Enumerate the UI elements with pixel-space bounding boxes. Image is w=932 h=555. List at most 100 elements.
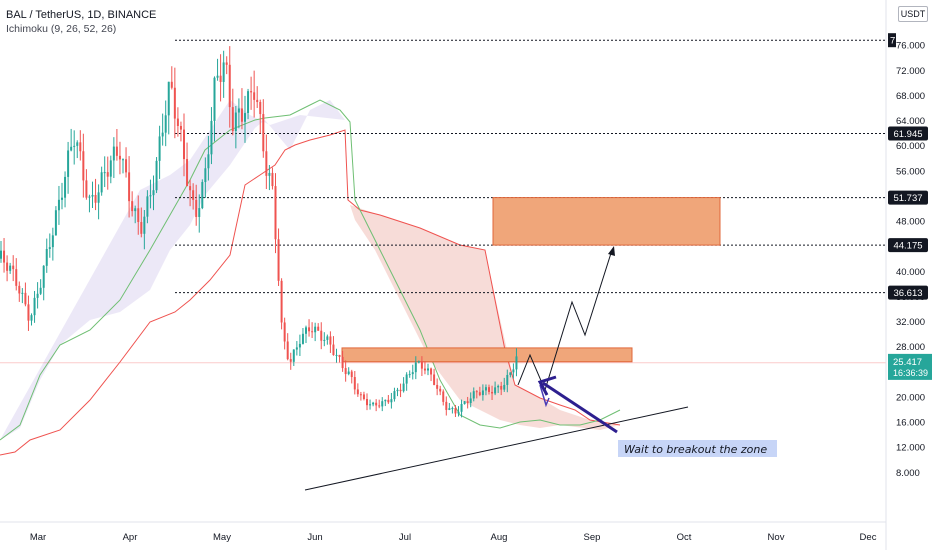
- candle: [491, 385, 494, 401]
- candle: [170, 66, 173, 90]
- y-tick-label: 76.000: [896, 41, 925, 52]
- candle-body: [268, 172, 271, 176]
- candle: [390, 392, 393, 409]
- candle-body: [155, 160, 158, 191]
- candle: [228, 46, 231, 128]
- pointer-arrowhead: [537, 375, 557, 396]
- y-tick-label: 28.000: [896, 342, 925, 353]
- candle: [167, 81, 170, 135]
- zones: [341, 197, 721, 363]
- candle: [436, 378, 439, 396]
- candle: [198, 194, 201, 233]
- candle: [369, 399, 372, 410]
- candle-body: [125, 159, 128, 173]
- candle-body: [164, 115, 167, 133]
- candle-body: [466, 401, 469, 404]
- projection-arrowhead: [608, 246, 615, 256]
- candle: [402, 377, 405, 393]
- level-tag-4-bg: [888, 285, 928, 300]
- candle: [164, 100, 167, 147]
- candle-body: [439, 388, 442, 392]
- trendline-support[interactable]: [304, 406, 689, 491]
- candle-body: [503, 384, 506, 390]
- candle: [140, 207, 143, 238]
- candle-body: [6, 262, 9, 271]
- candle: [137, 195, 140, 235]
- x-tick-label: Apr: [123, 532, 138, 543]
- candle: [70, 128, 73, 152]
- candle: [457, 406, 460, 417]
- level-tag-2-label: 51.737: [893, 193, 922, 204]
- candle-body: [457, 411, 460, 414]
- candle: [475, 390, 478, 399]
- breakout-zone[interactable]: [341, 347, 633, 363]
- candle: [494, 381, 497, 396]
- candle-body: [85, 180, 88, 198]
- pointer-arrow[interactable]: [542, 381, 618, 434]
- candle-body: [265, 151, 268, 176]
- candle-body: [210, 120, 213, 155]
- candle: [122, 158, 124, 174]
- candle-body: [244, 113, 246, 122]
- candle-body: [100, 172, 103, 193]
- candle-body: [219, 75, 222, 82]
- candle-body: [228, 64, 231, 108]
- candle-body: [311, 331, 314, 333]
- candle: [427, 363, 429, 376]
- candle-body: [417, 361, 420, 363]
- candle: [362, 391, 365, 401]
- candle-body: [204, 168, 207, 183]
- candle: [189, 179, 192, 207]
- note-text: Wait to breakout the zone: [624, 443, 767, 456]
- candle: [430, 367, 433, 382]
- y-tick-label: 72.000: [896, 66, 925, 77]
- cloud-red-area: [350, 205, 620, 430]
- candle: [103, 156, 106, 188]
- candle: [338, 354, 341, 363]
- level-tag-3: 44.175: [888, 238, 928, 253]
- projection-path[interactable]: [517, 249, 613, 392]
- candle-body: [3, 250, 6, 263]
- candle: [91, 181, 94, 209]
- candle-body: [137, 208, 140, 222]
- current-price-tag-bg: [888, 353, 932, 380]
- candle: [320, 322, 323, 350]
- candle-body: [317, 326, 320, 331]
- candle-body: [484, 387, 487, 391]
- level-tag-top-bg: [888, 33, 896, 48]
- target-zone[interactable]: [492, 197, 721, 246]
- candle: [3, 238, 6, 273]
- candle: [125, 147, 128, 178]
- x-tick-label: Dec: [860, 532, 877, 543]
- candle: [57, 185, 60, 225]
- symbol-title[interactable]: BAL / TetherUS, 1D, BINANCE: [6, 9, 157, 21]
- candle-body: [326, 336, 329, 340]
- candle-body: [247, 91, 250, 114]
- candle: [375, 399, 378, 412]
- level-tag-2: 51.737: [888, 190, 928, 205]
- candle: [240, 88, 243, 130]
- candle: [515, 348, 518, 377]
- candle-body: [186, 159, 189, 187]
- candle: [481, 384, 484, 401]
- candle: [298, 334, 301, 357]
- candle-body: [430, 368, 433, 375]
- candle-body: [329, 336, 332, 345]
- note-box[interactable]: [618, 440, 777, 457]
- indicator-label[interactable]: Ichimoku (9, 26, 52, 26): [6, 23, 117, 35]
- current-price-label: 25.417: [893, 357, 922, 368]
- candle-body: [469, 398, 472, 404]
- x-tick-label: Nov: [768, 532, 785, 543]
- y-tick-label: 8.000: [896, 468, 920, 479]
- candle: [118, 141, 121, 175]
- candle-body: [42, 265, 45, 288]
- candle: [353, 370, 356, 395]
- candle-body: [399, 389, 402, 392]
- y-tick-label: 16.000: [896, 418, 925, 429]
- currency-badge[interactable]: USDT: [898, 6, 928, 22]
- candle: [161, 113, 164, 146]
- candle-body: [103, 172, 106, 174]
- candle: [33, 290, 36, 323]
